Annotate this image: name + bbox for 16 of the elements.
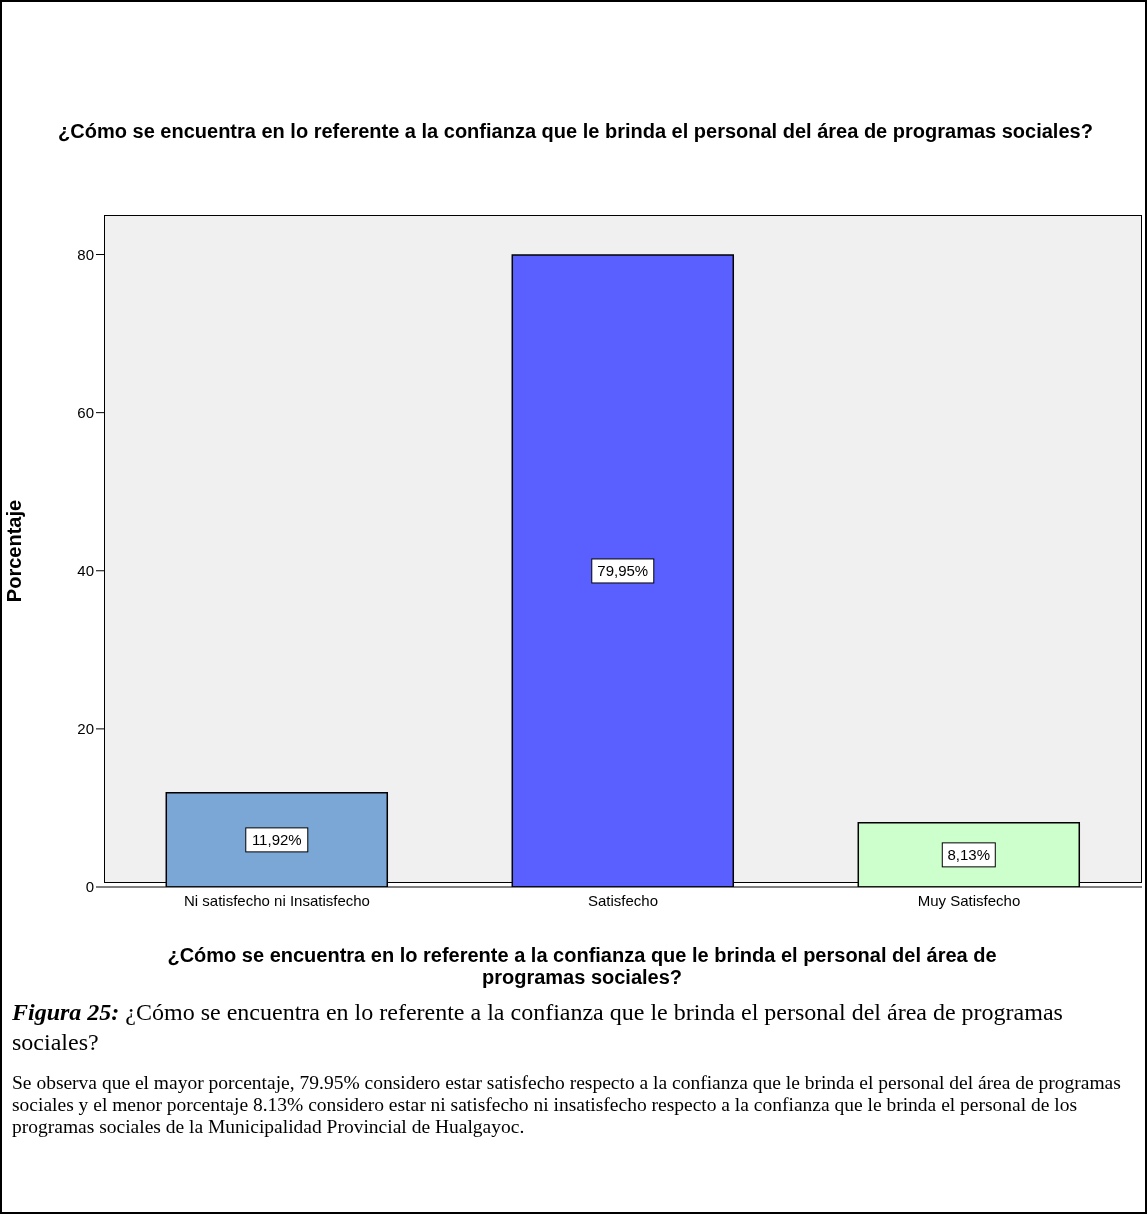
data-label: 79,95% (597, 561, 649, 579)
x-tick-label: Satisfecho (587, 891, 659, 909)
x-tick-label: Muy Satisfecho (917, 891, 1021, 909)
y-tick-label: 40 (77, 562, 94, 580)
y-tick-label: 60 (77, 403, 94, 421)
x-tick-label: Ni satisfecho ni Insatisfecho (184, 891, 370, 909)
data-label: 11,92% (251, 830, 302, 848)
y-axis-title: Porcentaje (3, 499, 26, 603)
data-label: 8,13% (947, 845, 991, 863)
y-tick-label: 80 (77, 245, 94, 263)
x-axis-title: ¿Cómo se encuentra en lo referente a la confianza que le brinda el personal del área de programas sociales? (166, 944, 998, 988)
y-tick-label: 20 (77, 720, 94, 738)
chart-title: ¿Cómo se encuentra en lo referente a la confianza que le brinda el personal del área de programas sociales? (57, 120, 1094, 143)
text: Figura 25: ¿Cómo se encuentra en lo referente a la confianza que le brinda el personal del área de programas sociales? (12, 999, 1063, 1055)
text: Se observa que el mayor porcentaje, 79.95% considero estar satisfecho respecto a la confianza que le brinda el personal del área de programas sociales y el menor porcentaje 8.13% considero estar ni satisfecho ni insatisfecho respecto a la confianza que le brinda el personal de los programas sociales de la Municipalidad Provincial de Hualgayoc. (12, 1072, 1122, 1138)
y-tick-label: 0 (85, 878, 94, 896)
